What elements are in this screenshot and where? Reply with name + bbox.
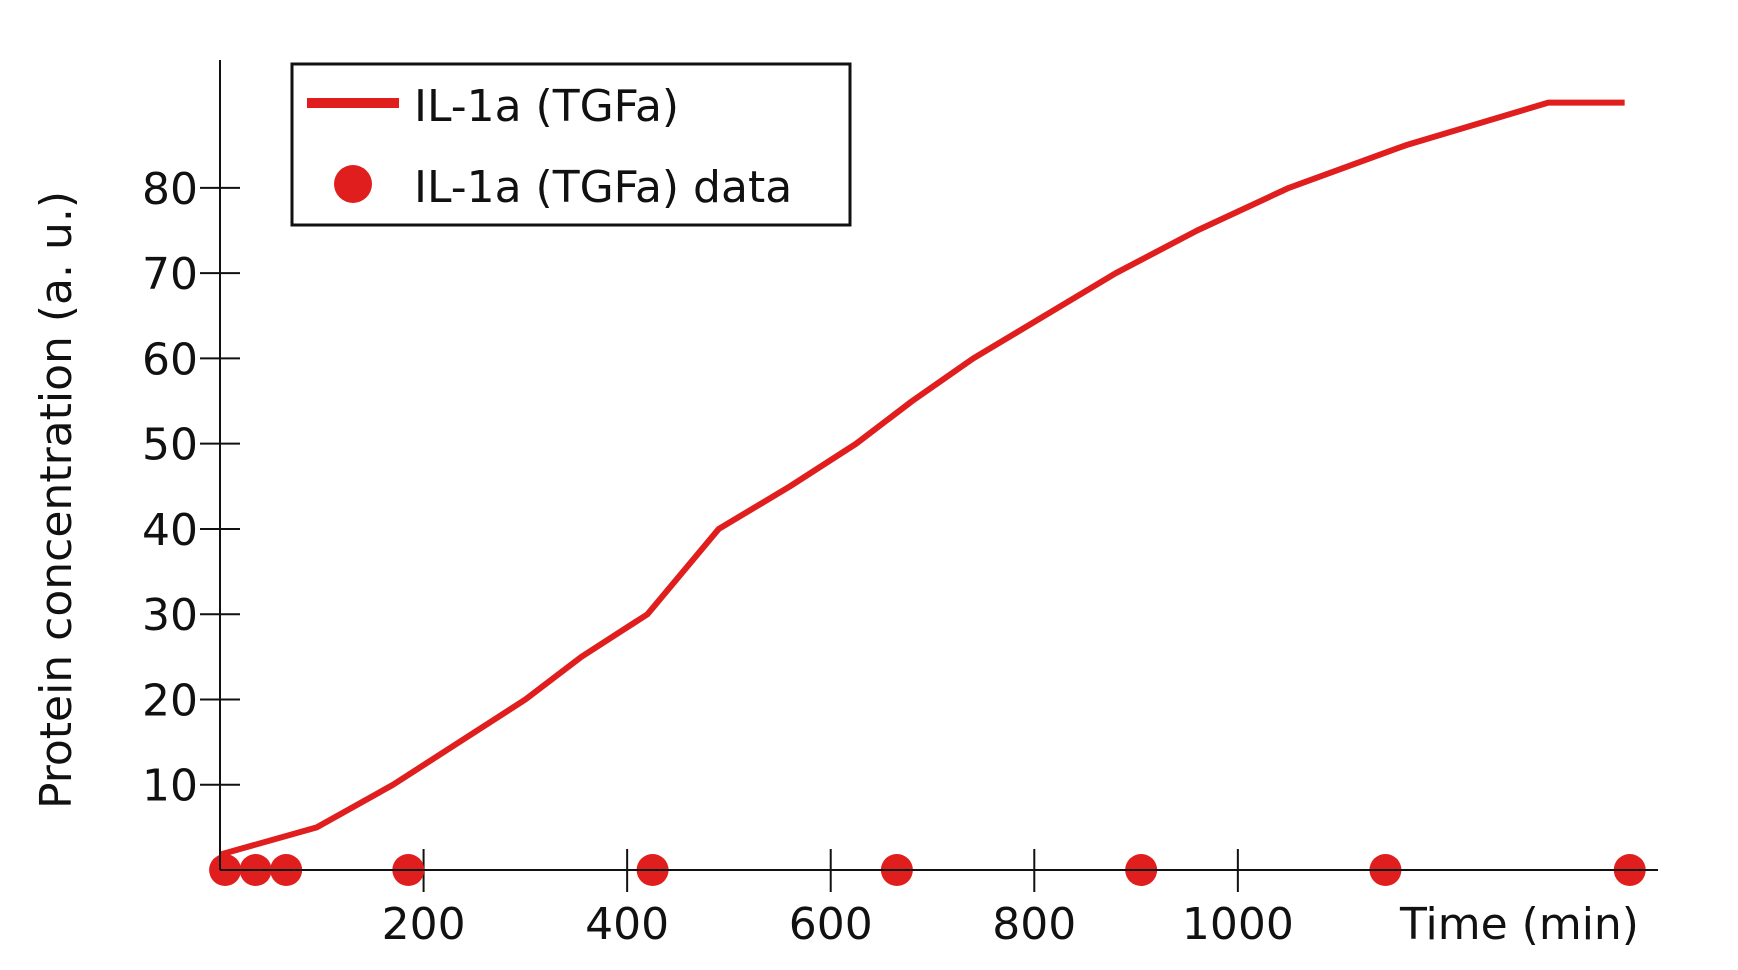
axes-layer: [219, 60, 1658, 871]
y-tick-label: 60: [142, 334, 198, 385]
x-tick-label: 1000: [1182, 899, 1294, 950]
legend-data-label: IL-1a (TGFa) data: [414, 162, 792, 213]
y-tick-label: 30: [142, 590, 198, 641]
series-line-il-1a: [219, 99, 1625, 858]
legend-line-label: IL-1a (TGFa): [414, 81, 679, 132]
x-tick-label: 400: [585, 899, 669, 950]
x-axis-label: Time (min): [1399, 899, 1639, 950]
y-tick-label: 80: [142, 164, 198, 215]
y-tick-label: 70: [142, 249, 198, 300]
x-tick-label: 800: [992, 899, 1076, 950]
x-tick-label: 200: [382, 899, 466, 950]
x-tick-label: 600: [789, 899, 873, 950]
legend-box: [290, 62, 852, 227]
y-axis-label: Protein concentration (a. u.): [31, 191, 82, 809]
y-tick-label: 40: [142, 505, 198, 556]
legend: IL-1a (TGFa) IL-1a (TGFa) data: [290, 62, 852, 227]
y-tick-label: 20: [142, 675, 198, 726]
legend-marker-swatch: [334, 165, 372, 203]
y-tick-label: 10: [142, 761, 198, 812]
y-tick-label: 50: [142, 420, 198, 471]
ticks-layer: 200 400 600 800 1000 10 20 30 40 50 60 70 80: [142, 164, 1294, 950]
